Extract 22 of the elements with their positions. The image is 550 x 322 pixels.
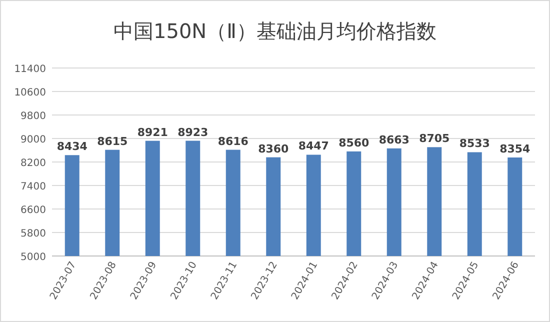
y-tick-label: 5000 <box>20 252 46 263</box>
y-tick-label: 5800 <box>20 228 46 240</box>
data-label: 8663 <box>378 133 410 146</box>
y-tick-label: 9000 <box>20 134 46 146</box>
y-tick-label: 7400 <box>20 182 46 192</box>
data-label: 8923 <box>178 126 208 139</box>
data-label: 8533 <box>459 137 490 150</box>
y-tick-label: 9800 <box>20 111 46 122</box>
y-tick-label: 6600 <box>20 205 46 216</box>
data-label: 8434 <box>56 140 88 154</box>
data-label: 8560 <box>338 136 370 150</box>
y-tick-label: 8200 <box>20 158 46 169</box>
data-label: 8616 <box>218 134 249 148</box>
data-label: 8447 <box>298 140 329 153</box>
data-label: 8354 <box>500 142 531 156</box>
data-label: 8360 <box>258 142 290 156</box>
chart-title: 中国150N（Ⅱ）基础油月均价格指数 <box>114 19 436 43</box>
data-label: 8615 <box>97 134 128 148</box>
y-tick-label: 10600 <box>14 88 46 98</box>
y-tick-label: 11400 <box>14 64 46 75</box>
data-label: 8921 <box>137 126 168 139</box>
data-label: 8705 <box>419 132 450 146</box>
